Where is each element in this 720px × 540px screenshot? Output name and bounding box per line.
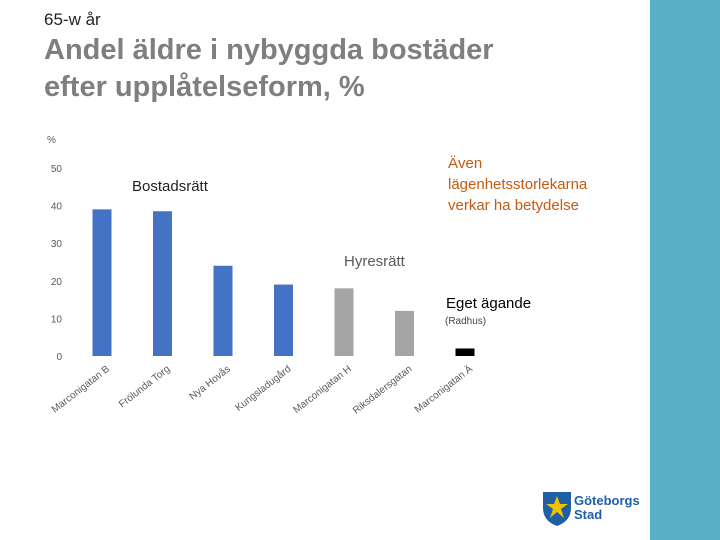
x-tick-label: Nya Hovås (187, 363, 233, 403)
kicker-text: 65-w år (44, 10, 101, 29)
x-tick-labels: Marconigatan B Frölunda Torg Nya Hovås Kung… (50, 363, 475, 417)
bar (92, 209, 112, 356)
bars-group (92, 209, 475, 356)
y-tick-labels: 0 10 20 30 40 50 (51, 164, 63, 363)
y-tick-label: 10 (51, 314, 63, 325)
bar (395, 310, 414, 356)
annotation-radhus: (Radhus) (445, 316, 486, 327)
note-line-1: Även (448, 155, 482, 172)
y-tick-label: 30 (51, 239, 63, 250)
y-tick-label: 0 (56, 352, 62, 363)
bar (334, 288, 354, 356)
y-tick-label: 20 (51, 277, 63, 288)
crest-icon (543, 492, 571, 526)
annotation-hyresratt-box (340, 250, 422, 272)
annotation-hyresratt: Hyresrätt (344, 253, 406, 270)
annotation-eget-agande: Eget ägande (446, 295, 531, 312)
x-tick-label: Kungsladugård (233, 363, 293, 414)
bar (153, 211, 172, 356)
right-accent-bar (650, 0, 720, 540)
y-tick-label: 40 (51, 202, 63, 213)
title-line-1: Andel äldre i nybyggda bostäder (44, 34, 494, 66)
x-tick-label: Marconigatan Ä (412, 363, 475, 416)
title-line-2: efter upplåtelseform, % (44, 71, 365, 103)
note-line-3: verkar ha betydelse (448, 197, 579, 214)
logo-line-2: Stad (574, 507, 603, 522)
logo-text: Göteborgs Stad (574, 494, 640, 522)
bar (455, 348, 475, 356)
x-tick-label: Marconigatan H (291, 364, 353, 416)
goteborgs-stad-logo: Göteborgs Stad (540, 488, 650, 528)
page-title: Andel äldre i nybyggda bostäder efter up… (44, 32, 604, 106)
x-tick-label: Frölunda Torg (117, 364, 172, 411)
note-box (446, 150, 622, 214)
note-line-2: lägenhetsstorlekarna (448, 176, 588, 193)
y-tick-label: 50 (51, 164, 63, 175)
x-tick-label: Marconigatan B (50, 363, 112, 415)
annotation-bostadsratt: Bostadsrätt (132, 178, 209, 195)
y-axis-label: % (47, 135, 56, 146)
bar (274, 284, 293, 356)
x-tick-label: Riksdalersgatan (351, 364, 414, 417)
logo-line-1: Göteborgs (574, 493, 640, 508)
bar (213, 265, 233, 356)
